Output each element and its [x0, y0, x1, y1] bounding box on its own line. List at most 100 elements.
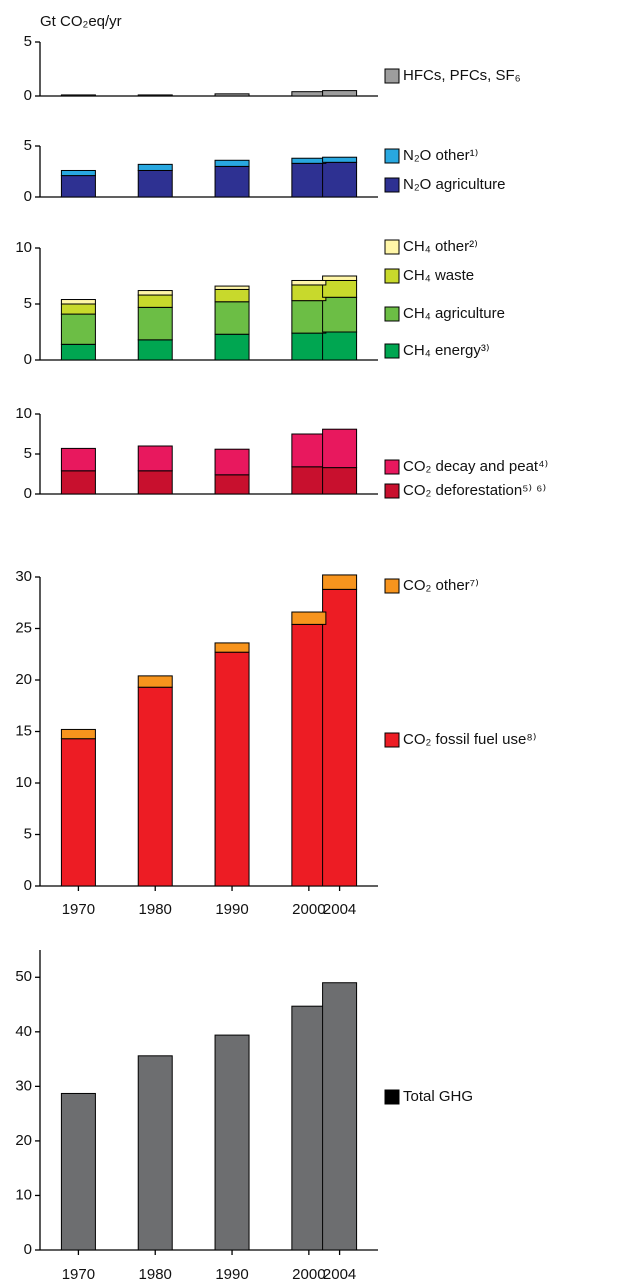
bar	[322, 90, 358, 97]
bar	[291, 157, 327, 164]
bar	[214, 93, 250, 97]
legend-swatch	[384, 239, 400, 255]
bar	[214, 165, 250, 198]
bar	[214, 642, 250, 653]
legend-label: CO₂ decay and peat⁴⁾	[403, 458, 548, 475]
bar	[60, 313, 96, 345]
bar	[322, 296, 358, 333]
x-tick-label: 1970	[62, 901, 95, 918]
y-tick-label: 0	[24, 188, 32, 205]
x-tick-label: 2004	[323, 901, 356, 918]
bar	[60, 728, 96, 740]
bar	[60, 94, 96, 97]
bar	[137, 339, 173, 361]
y-tick-label: 20	[15, 1132, 32, 1149]
bar	[137, 163, 173, 171]
legend-label: N₂O other¹⁾	[403, 147, 478, 164]
bar	[137, 294, 173, 308]
y-tick-label: 10	[15, 1186, 32, 1203]
bar	[214, 285, 250, 290]
bar	[291, 162, 327, 198]
x-tick-label: 2000	[292, 901, 325, 918]
y-tick-label: 20	[15, 671, 32, 688]
bar	[137, 686, 173, 887]
bar	[322, 574, 358, 590]
bar	[322, 156, 358, 163]
bar	[137, 290, 173, 296]
bar	[214, 474, 250, 495]
legend-swatch	[384, 1089, 400, 1105]
bar	[214, 288, 250, 303]
y-tick-label: 10	[15, 239, 32, 256]
bar	[291, 284, 327, 302]
legend-label: CH₄ waste	[403, 267, 474, 284]
legend-label: CH₄ energy³⁾	[403, 342, 490, 359]
legend-swatch	[384, 177, 400, 193]
legend-label: CO₂ deforestation⁵⁾ ⁶⁾	[403, 482, 546, 499]
bar	[291, 433, 327, 468]
x-tick-label: 1970	[62, 1266, 95, 1283]
bar	[322, 161, 358, 198]
y-tick-label: 0	[24, 87, 32, 104]
bar	[137, 169, 173, 198]
bar	[322, 331, 358, 361]
y-tick-label: 40	[15, 1023, 32, 1040]
bar	[60, 299, 96, 305]
legend-label: N₂O agriculture	[403, 176, 506, 193]
y-tick-label: 5	[24, 33, 32, 50]
y-axis-label: Gt CO₂eq/yr	[40, 13, 122, 30]
bar	[322, 428, 358, 469]
legend-label: CH₄ agriculture	[403, 305, 505, 322]
y-tick-label: 0	[24, 1241, 32, 1258]
bar	[291, 466, 327, 495]
legend-label: Total GHG	[403, 1088, 473, 1105]
bar	[60, 470, 96, 495]
x-tick-label: 1980	[139, 1266, 172, 1283]
y-tick-label: 30	[15, 1077, 32, 1094]
bar	[322, 982, 358, 1251]
y-tick-label: 5	[24, 137, 32, 154]
y-tick-label: 5	[24, 825, 32, 842]
bar	[60, 303, 96, 315]
bar	[214, 333, 250, 361]
x-tick-label: 1990	[215, 901, 248, 918]
legend-swatch	[384, 732, 400, 748]
x-tick-label: 2004	[323, 1266, 356, 1283]
bar	[60, 175, 96, 198]
legend-swatch	[384, 148, 400, 164]
legend-swatch	[384, 459, 400, 475]
bar	[214, 1034, 250, 1251]
bar	[137, 1055, 173, 1251]
y-tick-label: 5	[24, 295, 32, 312]
bar	[137, 94, 173, 97]
y-tick-label: 50	[15, 968, 32, 985]
legend-label: HFCs, PFCs, SF₆	[403, 67, 521, 84]
bar	[214, 651, 250, 887]
y-tick-label: 30	[15, 568, 32, 585]
bar	[60, 169, 96, 177]
x-tick-label: 1990	[215, 1266, 248, 1283]
bar	[322, 467, 358, 495]
bar	[60, 343, 96, 361]
y-tick-label: 0	[24, 877, 32, 894]
legend-swatch	[384, 268, 400, 284]
bar	[322, 279, 358, 298]
legend-label: CO₂ fossil fuel use⁸⁾	[403, 731, 536, 748]
y-tick-label: 15	[15, 722, 32, 739]
legend-label: CH₄ other²⁾	[403, 238, 478, 255]
bar	[137, 445, 173, 472]
bar	[60, 1092, 96, 1251]
legend-label: CO₂ other⁷⁾	[403, 577, 479, 594]
bar	[291, 279, 327, 286]
bar	[291, 91, 327, 97]
bar	[214, 448, 250, 476]
bar	[137, 470, 173, 495]
legend-swatch	[384, 306, 400, 322]
bar	[214, 159, 250, 167]
x-tick-label: 2000	[292, 1266, 325, 1283]
bar	[322, 588, 358, 887]
y-tick-label: 10	[15, 774, 32, 791]
legend-swatch	[384, 578, 400, 594]
bar	[291, 623, 327, 887]
